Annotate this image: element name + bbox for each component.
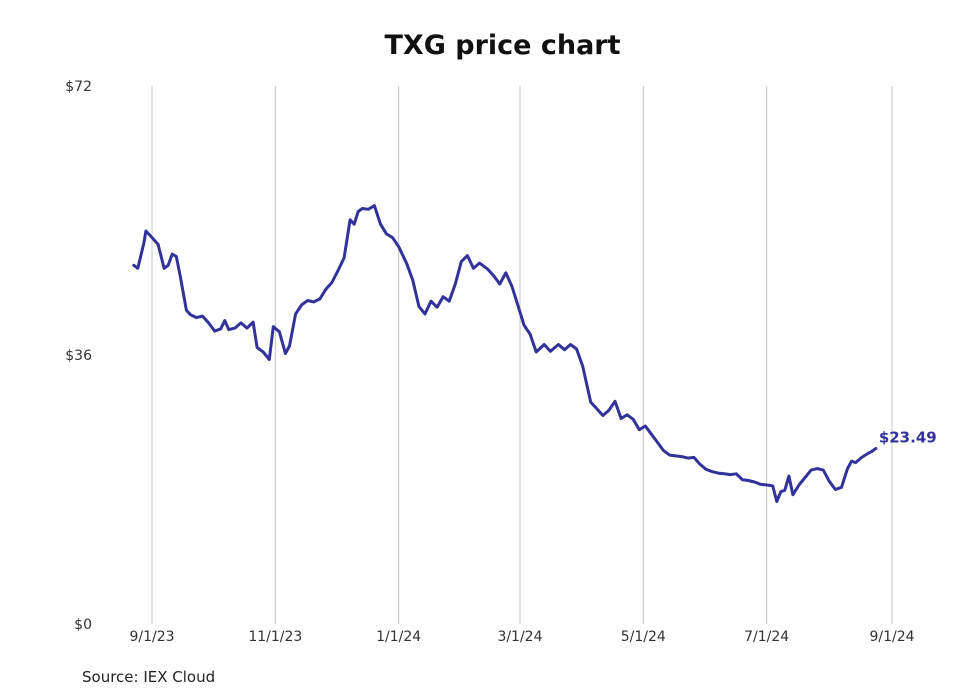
x-tick-label: 9/1/24 [869, 629, 914, 645]
x-tick-label: 1/1/24 [376, 629, 421, 645]
x-tick-label: 5/1/24 [621, 629, 666, 645]
x-tick-label: 9/1/23 [129, 629, 174, 645]
x-tick-label: 7/1/24 [744, 629, 789, 645]
y-tick-label: $0 [74, 617, 92, 633]
last-price-label: $23.49 [879, 428, 937, 446]
y-tick-label: $36 [65, 348, 92, 364]
y-tick-label: $72 [65, 79, 92, 95]
source-note: Source: IEX Cloud [82, 668, 216, 686]
x-tick-label: 3/1/24 [497, 629, 542, 645]
grid-lines [151, 86, 893, 624]
x-axis-ticks: 9/1/23 11/1/23 1/1/24 3/1/24 5/1/24 7/1/24 9/1… [129, 629, 914, 645]
x-tick-label: 11/1/23 [248, 629, 302, 645]
y-axis-ticks: $0 $36 $72 [65, 79, 92, 633]
chart-title: TXG price chart [384, 30, 621, 61]
price-line [132, 204, 878, 503]
